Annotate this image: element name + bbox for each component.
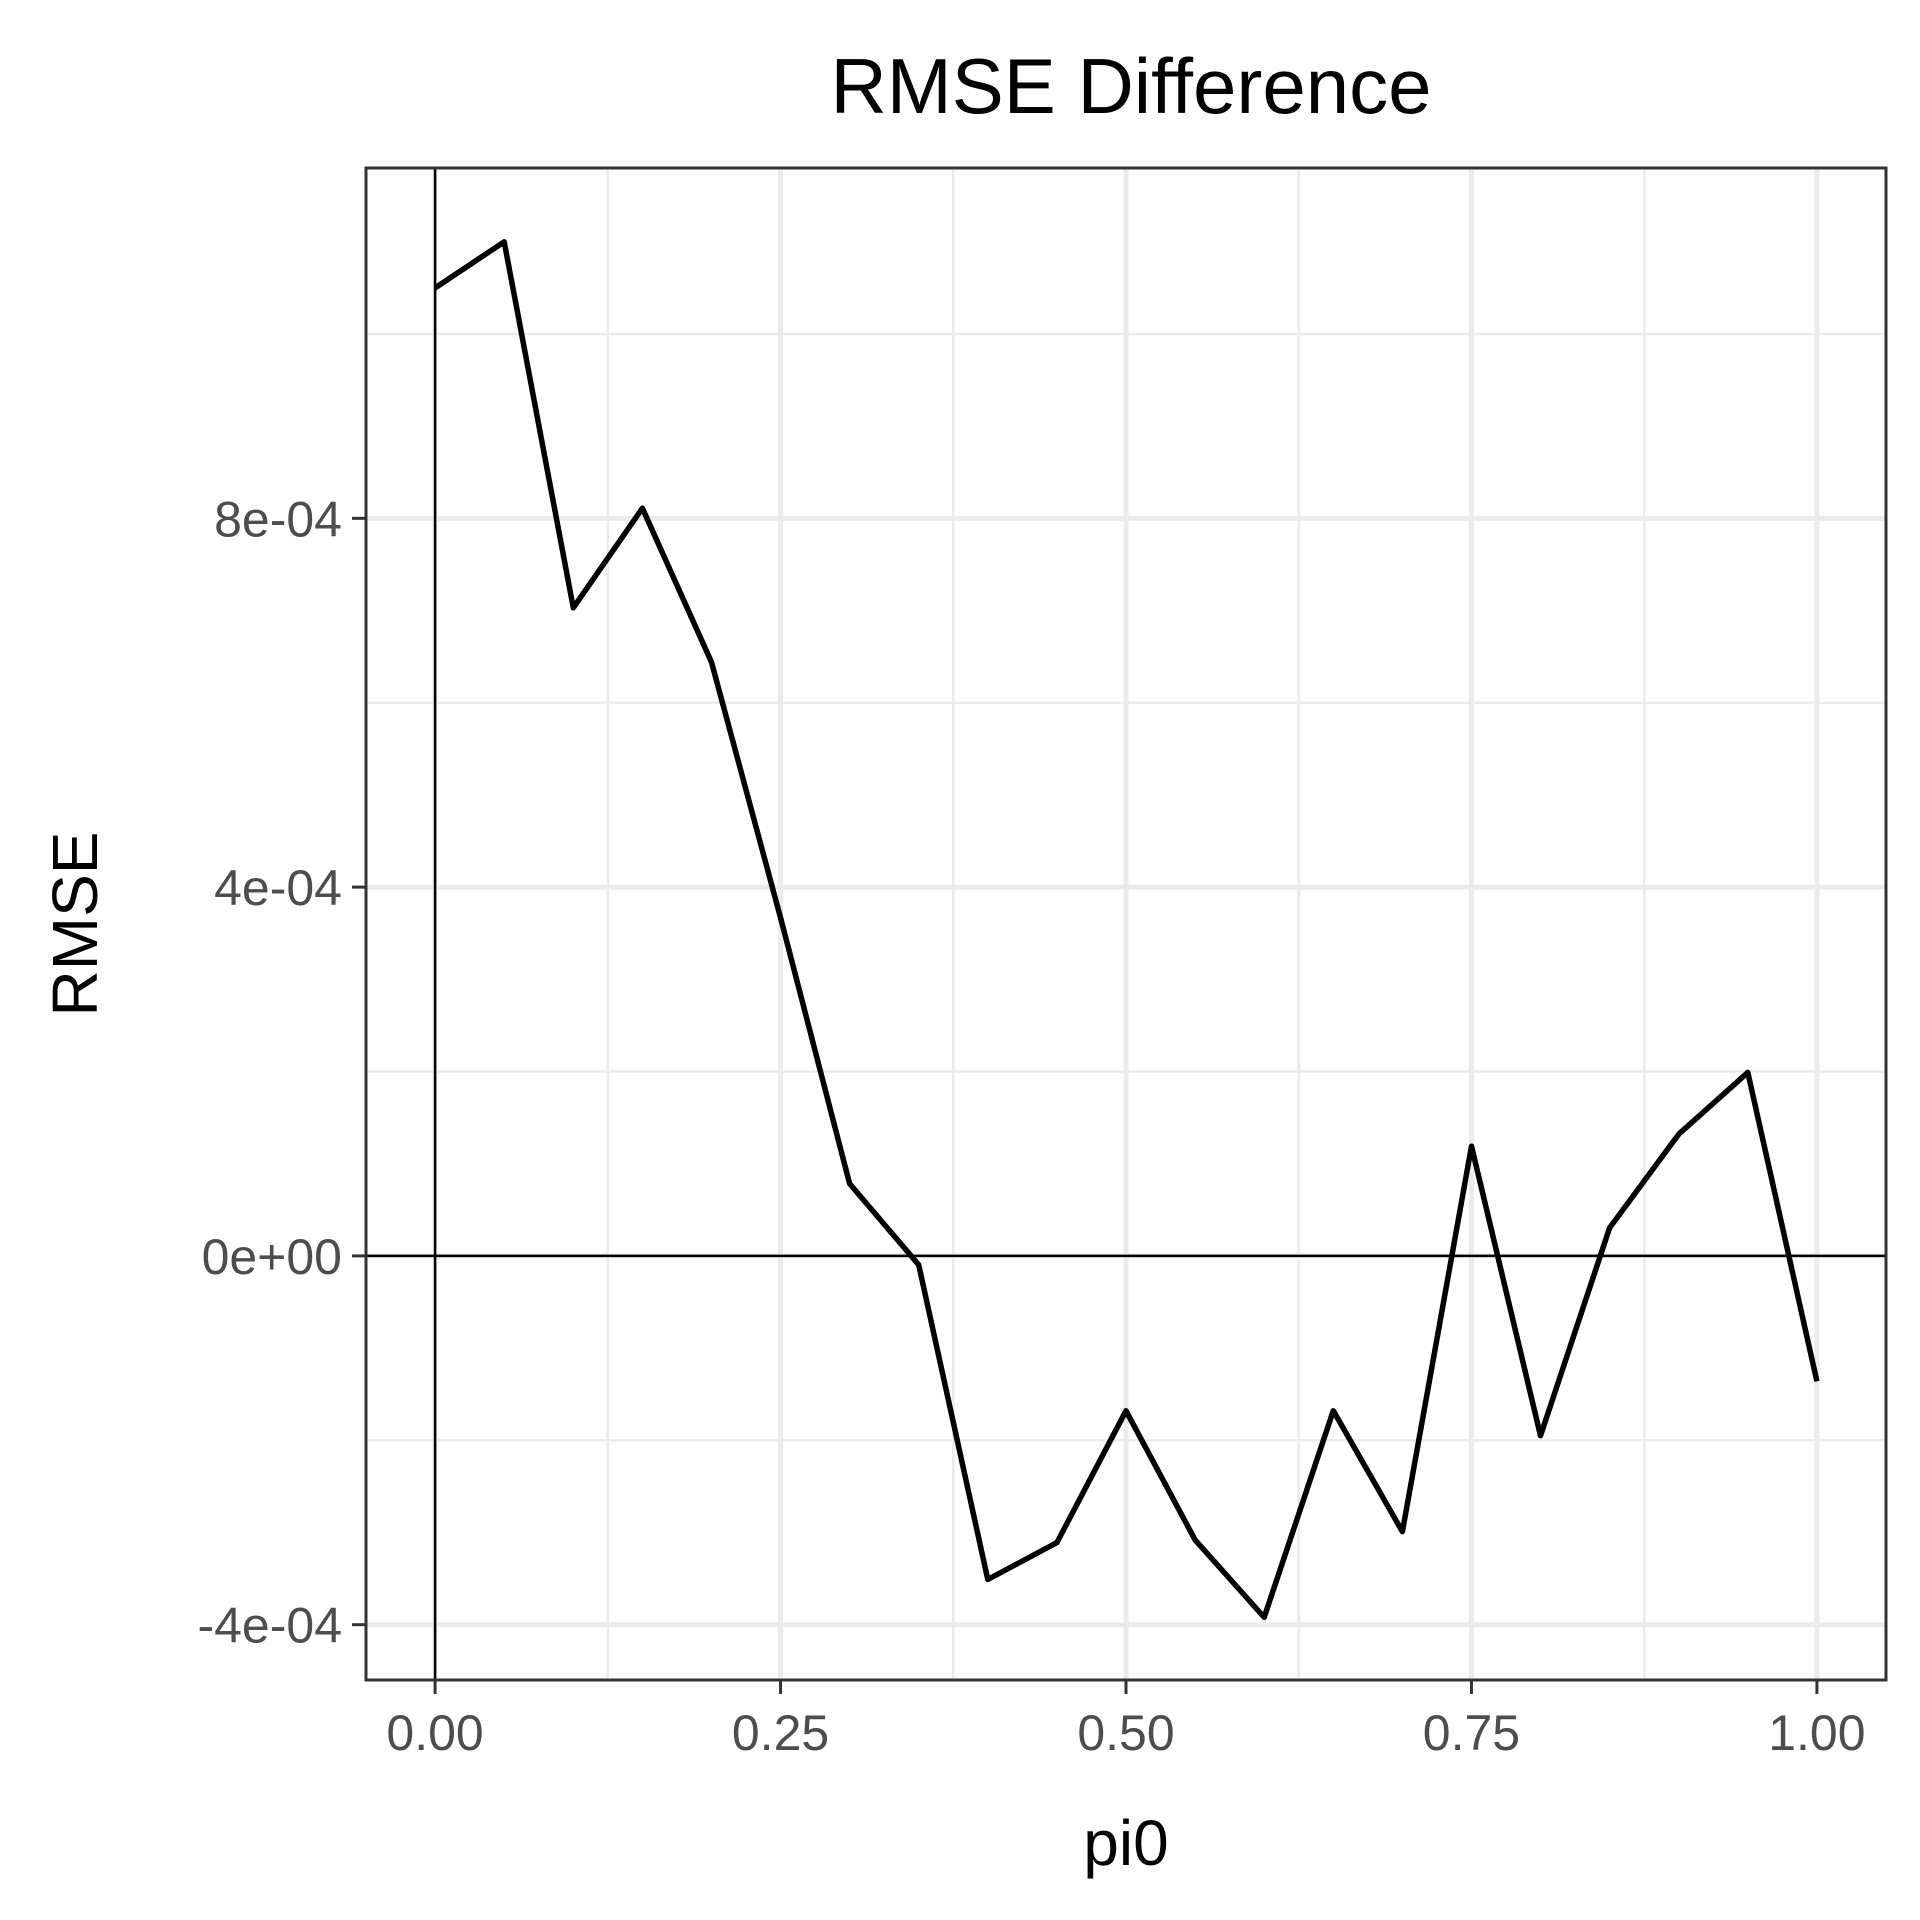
x-axis-title: pi0 [1083, 1807, 1168, 1879]
x-tick-label: 0.75 [1423, 1705, 1520, 1761]
chart-title: RMSE Difference [830, 42, 1431, 130]
y-axis-title: RMSE [39, 832, 111, 1017]
series-layer [433, 239, 1820, 1621]
x-tick-label: 0.50 [1077, 1705, 1174, 1761]
y-tick-label: 4e-04 [214, 860, 342, 916]
x-tick-label: 1.00 [1768, 1705, 1865, 1761]
axis-ticks: 0.00 0.25 0.50 0.75 1.00 -4e-04 0e+00 4e-04 8e-0… [197, 491, 1865, 1761]
x-tick-label: 0.00 [386, 1705, 483, 1761]
series-line [433, 239, 1820, 1621]
y-tick-label: 0e+00 [202, 1229, 342, 1285]
y-tick-label: -4e-04 [197, 1598, 342, 1654]
major-gridlines [366, 168, 1886, 1680]
x-tick-label: 0.25 [732, 1705, 829, 1761]
y-tick-label: 8e-04 [214, 491, 342, 547]
reference-lines [366, 168, 1886, 1680]
